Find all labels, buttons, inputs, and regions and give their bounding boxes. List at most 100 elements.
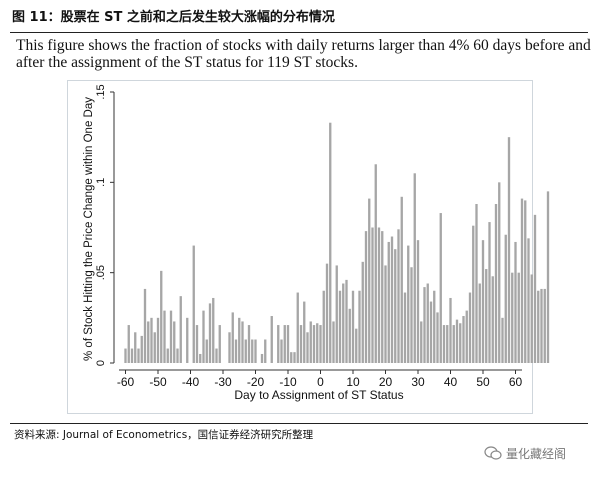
bar-day-22	[390, 236, 394, 363]
bar-day-39	[446, 325, 449, 363]
bar-day--51	[153, 332, 156, 363]
bar-day--25	[238, 317, 241, 363]
bar-day--18	[260, 353, 264, 363]
bars-group	[124, 122, 550, 364]
bar-day-17	[374, 164, 377, 363]
bar-day--9	[290, 352, 293, 363]
bar-day-7	[342, 283, 345, 363]
bar-day--50	[156, 317, 160, 363]
bar-day-20	[384, 265, 387, 363]
title-divider	[10, 32, 588, 33]
watermark-label: 量化藏经阁	[506, 446, 567, 461]
bar-day-30	[416, 240, 420, 363]
bar-day--4	[306, 332, 309, 363]
bar-day-23	[394, 249, 397, 363]
bar-day--52	[150, 317, 153, 363]
bar-day-21	[387, 241, 390, 363]
bar-day-44	[462, 316, 465, 363]
bar-day-57	[504, 234, 507, 363]
bar-day-70	[546, 191, 550, 363]
bar-day--2	[312, 325, 316, 363]
bar-day-54	[494, 204, 498, 363]
bar-day--27	[231, 312, 234, 363]
bar-day--15	[270, 316, 273, 363]
bar-day-66	[533, 214, 537, 363]
bar-day-5	[335, 265, 338, 363]
bar-day--34	[208, 303, 212, 363]
bar-day-48	[475, 204, 478, 363]
figure-caption: This figure shows the fraction of stocks…	[16, 37, 591, 71]
x-tick-label: 40	[444, 375, 458, 389]
bar-day--10	[286, 325, 290, 363]
bar-day-36	[436, 312, 439, 363]
bar-day--26	[234, 339, 238, 363]
x-tick-label: -20	[247, 375, 265, 389]
bar-day-45	[465, 310, 468, 363]
bar-day-18	[377, 227, 381, 363]
bar-day--37	[199, 353, 202, 363]
bar-day--8	[293, 352, 296, 363]
bar-day-65	[530, 274, 533, 363]
x-tick-label: 50	[476, 375, 490, 389]
bar-day-68	[540, 288, 543, 363]
bar-day--43	[179, 296, 182, 363]
bar-day-31	[420, 321, 423, 363]
bar-day--44	[176, 348, 179, 363]
x-tick-label: -60	[117, 375, 135, 389]
bar-day--11	[283, 325, 286, 363]
bar-day-37	[439, 213, 442, 363]
x-tick-label: 20	[379, 375, 393, 389]
x-tick-label: 0	[317, 375, 324, 389]
bar-day--28	[228, 332, 231, 363]
bar-day-13	[361, 261, 364, 363]
y-tick-label: 0	[95, 360, 107, 366]
x-tick-label: -30	[214, 375, 232, 389]
bar-day--5	[303, 301, 306, 363]
bar-day-3	[329, 122, 332, 364]
bar-day--60	[124, 348, 127, 363]
x-tick-label: -10	[279, 375, 297, 389]
x-axis-label: Day to Assignment of ST Status	[234, 388, 403, 402]
bar-day-40	[449, 297, 452, 363]
bar-day-0	[319, 325, 322, 363]
y-axis-ticks: 0 .05 .1 .15	[95, 84, 114, 366]
bar-day--58	[130, 348, 134, 363]
x-tick-label: 60	[509, 375, 523, 389]
bar-day-69	[543, 288, 546, 363]
source-divider	[10, 423, 588, 424]
bar-day-59	[511, 272, 514, 363]
bar-day-9	[348, 308, 351, 363]
y-tick-label: .1	[95, 178, 107, 187]
bar-day-58	[507, 137, 511, 363]
bar-day-47	[472, 225, 475, 363]
bar-day-67	[537, 290, 540, 363]
bar-day--39	[192, 245, 195, 363]
bar-day-41	[452, 325, 455, 363]
watermark: 量化藏经阁	[484, 444, 566, 462]
bar-day-34	[429, 301, 433, 363]
bar-day-38	[442, 325, 446, 363]
bar-day--54	[143, 288, 147, 363]
x-tick-label: 30	[411, 375, 425, 389]
y-tick-label: .05	[95, 265, 107, 280]
bar-day-26	[403, 292, 407, 363]
bar-day-1	[322, 290, 325, 363]
bar-day-55	[498, 182, 501, 363]
plot-area	[117, 93, 522, 366]
wechat-icon	[484, 446, 502, 460]
x-axis-ticks: -60 -50 -40 -30 -20 -10 0 10 20 30 40 50 60	[117, 370, 523, 389]
bar-day-32	[423, 287, 426, 363]
bar-day-53	[491, 276, 494, 363]
source-note: 资料来源: Journal of Econometrics，国信证券经济研究所整…	[14, 429, 314, 441]
bar-day-33	[426, 283, 429, 363]
bar-day--49	[160, 270, 163, 363]
bar-day-2	[325, 263, 329, 363]
bar-day--23	[244, 339, 247, 363]
bar-day--47	[166, 348, 169, 363]
bar-day-43	[459, 323, 462, 363]
bar-day-46	[468, 292, 472, 363]
bar-day--46	[169, 310, 173, 363]
x-tick-label: 10	[346, 375, 360, 389]
bar-day--21	[251, 339, 254, 363]
bar-day--45	[173, 321, 176, 363]
